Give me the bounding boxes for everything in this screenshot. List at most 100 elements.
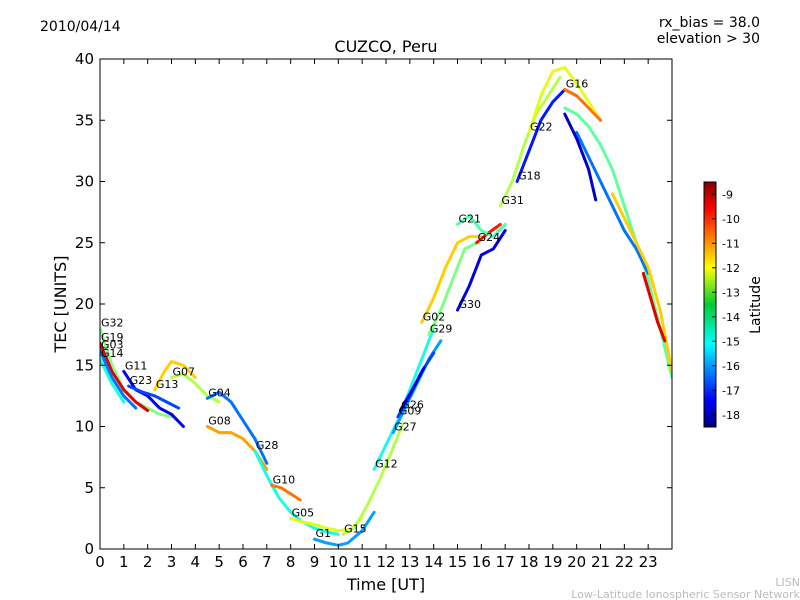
x-tick-label: 12 (376, 553, 395, 571)
date-label: 2010/04/14 (40, 19, 121, 35)
label-g1: G1 (316, 527, 332, 540)
series-g1 (313, 510, 376, 547)
label-g30: G30 (459, 298, 482, 311)
series-g36 (563, 112, 598, 202)
y-axis-label: TEC [UNITS] (51, 256, 70, 354)
x-tick-label: 8 (286, 553, 296, 571)
label-g09: G09 (399, 405, 422, 418)
label-g05: G05 (292, 506, 315, 519)
x-tick-label: 5 (214, 553, 224, 571)
label-g14: G14 (101, 347, 124, 360)
series-g30 (456, 229, 507, 312)
series-layer (100, 66, 672, 547)
label-g15: G15 (344, 522, 367, 535)
label-g16: G16 (566, 78, 589, 91)
y-tick-label: 10 (75, 418, 94, 436)
label-g02: G02 (423, 310, 446, 323)
series-g14 (100, 357, 126, 404)
label-g28: G28 (256, 439, 279, 452)
colorbar-tick-label: -12 (722, 262, 740, 275)
colorbar-tick-label: -10 (722, 213, 740, 226)
label-g13: G13 (156, 378, 179, 391)
label-g26: G26 (401, 399, 424, 412)
label-g10: G10 (273, 473, 296, 486)
label-g11: G11 (125, 359, 148, 372)
colorbar-tick-label: -15 (722, 335, 740, 348)
label-g24: G24 (478, 231, 501, 244)
x-tick-label: 1 (119, 553, 129, 571)
series-g03 (100, 349, 138, 410)
series-g04 (205, 390, 269, 465)
colorbar-label: Latitude (748, 276, 764, 334)
x-tick-label: 20 (567, 553, 586, 571)
x-tick-label: 19 (543, 553, 562, 571)
colorbar-tick-label: -9 (722, 188, 733, 201)
x-tick-label: 14 (424, 553, 443, 571)
x-tick-label: 18 (519, 553, 538, 571)
series-g23 (127, 384, 181, 410)
series-g16 (563, 88, 602, 122)
colorbar-ticks: -9 -10 -11 -12 -13 -14 -15 -16 -17 -18 (712, 188, 740, 422)
colorbar-tick-label: -11 (722, 237, 740, 250)
series-g21 (456, 214, 507, 239)
x-tick-label: 7 (262, 553, 272, 571)
y-tick-label: 5 (84, 479, 94, 497)
x-tick-label: 9 (310, 553, 320, 571)
series-g26 (398, 366, 426, 413)
series-g13 (153, 360, 197, 392)
x-tick-label: 22 (615, 553, 634, 571)
y-tick-label: 20 (75, 295, 94, 313)
x-tick-label: 0 (95, 553, 105, 571)
x-tick-label: 4 (191, 553, 201, 571)
label-g18: G18 (518, 170, 541, 183)
label-g29: G29 (430, 323, 453, 336)
label-g04: G04 (208, 386, 231, 399)
x-tick-label: 21 (591, 553, 610, 571)
axis-layer: 0 1 2 3 4 5 6 7 8 9 10 11 12 13 14 15 16 17 18 19 20 21 22 2305… (75, 50, 672, 571)
series-g15 (341, 422, 405, 536)
x-tick-label: 2 (143, 553, 153, 571)
y-tick-label: 30 (75, 173, 94, 191)
label-g08: G08 (208, 415, 231, 428)
colorbar-tick-label: -13 (722, 286, 740, 299)
elevation-label: elevation > 30 (657, 31, 760, 47)
colorbar-tick-label: -16 (722, 360, 740, 373)
x-tick-label: 23 (639, 553, 658, 571)
label-g07: G07 (173, 366, 196, 379)
x-tick-label: 16 (472, 553, 491, 571)
y-tick-label: 35 (75, 111, 94, 129)
series-g38 (641, 271, 667, 343)
colorbar-tick-label: -18 (722, 409, 740, 422)
label-g12: G12 (375, 457, 398, 470)
y-tick-label: 25 (75, 234, 94, 252)
x-tick-label: 15 (448, 553, 467, 571)
label-g27: G27 (394, 421, 417, 434)
x-tick-label: 13 (400, 553, 419, 571)
plot-frame (99, 58, 673, 550)
x-tick-label: 6 (238, 553, 248, 571)
colorbar-tick-label: -14 (722, 311, 740, 324)
series-g37 (610, 192, 672, 373)
label-g23: G23 (130, 374, 153, 387)
series-g02 (420, 235, 483, 324)
series-g35 (575, 131, 650, 275)
colorbar-tick-label: -17 (722, 384, 740, 397)
rx-bias-label: rx_bias = 38.0 (659, 15, 760, 31)
y-tick-label: 0 (84, 540, 94, 558)
series-g18 (515, 88, 579, 183)
label-g03: G03 (101, 339, 124, 352)
series-g10 (270, 483, 302, 502)
series-g19 (100, 341, 150, 413)
x-axis-label: Time [UT] (346, 575, 425, 594)
x-tick-label: 10 (329, 553, 348, 571)
x-tick-label: 17 (496, 553, 515, 571)
series-g22 (527, 66, 602, 134)
series-g31 (498, 75, 562, 208)
y-tick-label: 40 (75, 50, 94, 68)
credit-lisn: LISN (775, 576, 800, 589)
label-g22: G22 (530, 121, 553, 134)
series-g29 (427, 241, 479, 337)
credit-network: Low-Latitude Ionospheric Sensor Network (571, 588, 800, 600)
